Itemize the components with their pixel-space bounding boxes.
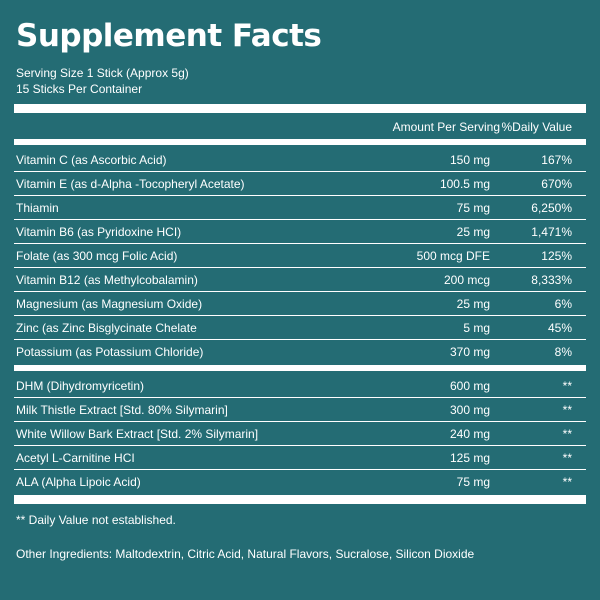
nutrient-amount: 25 mg xyxy=(456,297,490,311)
ingredient-daily-value: ** xyxy=(562,451,572,465)
nutrient-name: Potassium (as Potassium Chloride) xyxy=(16,345,204,359)
table-row: Vitamin C (as Ascorbic Acid) 150 mg 167% xyxy=(14,148,586,172)
table-row: Vitamin E (as d-Alpha -Tocopheryl Acetat… xyxy=(14,172,586,196)
ingredient-name: DHM (Dihydromyricetin) xyxy=(16,379,145,393)
ingredient-amount: 125 mg xyxy=(449,451,490,465)
table-row: Thiamin 75 mg 6,250% xyxy=(14,196,586,220)
nutrient-amount: 5 mg xyxy=(463,321,490,335)
table-row: Magnesium (as Magnesium Oxide) 25 mg 6% xyxy=(14,292,586,316)
nutrient-amount: 25 mg xyxy=(456,225,490,239)
ingredient-daily-value: ** xyxy=(562,403,572,417)
nutrient-daily-value: 6% xyxy=(554,297,572,311)
nutrient-name: Magnesium (as Magnesium Oxide) xyxy=(16,297,203,311)
top-divider-bar xyxy=(14,104,586,113)
nutrient-amount: 500 mcg DFE xyxy=(416,249,490,263)
page-title: Supplement Facts xyxy=(16,18,322,54)
nutrient-name: Vitamin C (as Ascorbic Acid) xyxy=(16,153,167,167)
table-row: Vitamin B12 (as Methylcobalamin) 200 mcg… xyxy=(14,268,586,292)
nutrient-name: Thiamin xyxy=(16,201,59,215)
nutrient-name: Vitamin B12 (as Methylcobalamin) xyxy=(16,273,198,287)
nutrient-daily-value: 167% xyxy=(541,153,572,167)
nutrient-name: Vitamin E (as d-Alpha -Tocopheryl Acetat… xyxy=(16,177,245,191)
amount-per-serving-header: Amount Per Serving xyxy=(392,120,500,134)
ingredient-amount: 75 mg xyxy=(456,475,490,489)
nutrient-amount: 100.5 mg xyxy=(439,177,490,191)
nutrient-daily-value: 8,333% xyxy=(531,273,572,287)
ingredient-daily-value: ** xyxy=(562,475,572,489)
nutrient-amount: 150 mg xyxy=(449,153,490,167)
nutrient-amount: 200 mcg xyxy=(443,273,490,287)
ingredient-amount: 300 mg xyxy=(449,403,490,417)
ingredient-amount: 240 mg xyxy=(449,427,490,441)
nutrient-daily-value: 1,471% xyxy=(531,225,572,239)
nutrient-name: Vitamin B6 (as Pyridoxine HCI) xyxy=(16,225,182,239)
ingredient-name: White Willow Bark Extract [Std. 2% Silym… xyxy=(16,427,259,441)
table-row: ALA (Alpha Lipoic Acid) 75 mg ** xyxy=(14,470,586,494)
table-row: White Willow Bark Extract [Std. 2% Silym… xyxy=(14,422,586,446)
ingredient-name: Milk Thistle Extract [Std. 80% Silymarin… xyxy=(16,403,228,417)
nutrient-daily-value: 6,250% xyxy=(531,201,572,215)
daily-value-header: %Daily Value xyxy=(501,120,572,134)
servings-per-container: 15 Sticks Per Container xyxy=(16,82,143,96)
table-row: Acetyl L-Carnitine HCI 125 mg ** xyxy=(14,446,586,470)
nutrient-amount: 75 mg xyxy=(456,201,490,215)
ingredient-daily-value: ** xyxy=(562,379,572,393)
other-ingredients: Other Ingredients: Maltodextrin, Citric … xyxy=(16,547,475,561)
table-row: Folate (as 300 mcg Folic Acid) 500 mcg D… xyxy=(14,244,586,268)
ingredient-daily-value: ** xyxy=(562,427,572,441)
nutrient-daily-value: 125% xyxy=(541,249,572,263)
nutrient-amount: 370 mg xyxy=(449,345,490,359)
section-divider-bar xyxy=(14,365,586,371)
ingredient-name: Acetyl L-Carnitine HCI xyxy=(16,451,135,465)
daily-value-footnote: ** Daily Value not established. xyxy=(16,513,176,527)
table-header: Amount Per Serving %Daily Value xyxy=(14,117,586,137)
nutrient-daily-value: 670% xyxy=(541,177,572,191)
serving-size: Serving Size 1 Stick (Approx 5g) xyxy=(16,66,189,80)
table-row: DHM (Dihydromyricetin) 600 mg ** xyxy=(14,374,586,398)
nutrient-daily-value: 8% xyxy=(554,345,572,359)
nutrient-name: Zinc (as Zinc Bisglycinate Chelate xyxy=(16,321,197,335)
ingredient-name: ALA (Alpha Lipoic Acid) xyxy=(16,475,141,489)
header-divider-bar xyxy=(14,139,586,145)
bottom-divider-bar xyxy=(14,495,586,504)
nutrient-daily-value: 45% xyxy=(547,321,572,335)
table-row: Zinc (as Zinc Bisglycinate Chelate 5 mg … xyxy=(14,316,586,340)
table-row: Potassium (as Potassium Chloride) 370 mg… xyxy=(14,340,586,364)
table-row: Vitamin B6 (as Pyridoxine HCI) 25 mg 1,4… xyxy=(14,220,586,244)
table-row: Milk Thistle Extract [Std. 80% Silymarin… xyxy=(14,398,586,422)
nutrient-name: Folate (as 300 mcg Folic Acid) xyxy=(16,249,178,263)
ingredient-amount: 600 mg xyxy=(449,379,490,393)
